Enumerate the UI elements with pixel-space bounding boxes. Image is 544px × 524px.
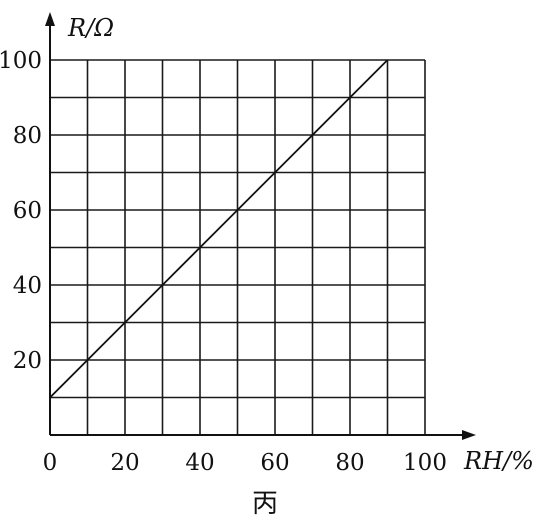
- y-axis-arrow: [45, 12, 55, 26]
- x-tick-label: 80: [335, 450, 364, 476]
- y-tick-label: 60: [13, 198, 42, 224]
- x-tick-labels: 0 20 40 60 80 100: [43, 450, 447, 476]
- x-tick-label: 100: [403, 450, 447, 476]
- x-axis-label: RH/%: [463, 447, 534, 475]
- figure-caption: 丙: [252, 489, 278, 519]
- x-axis-arrow: [462, 430, 476, 440]
- y-tick-label: 80: [13, 123, 42, 149]
- y-tick-labels: 20 40 60 80 100: [0, 48, 42, 374]
- series-group: [49, 59, 389, 399]
- y-axis-label: R/Ω: [67, 14, 114, 42]
- y-tick-label: 100: [0, 48, 42, 74]
- x-tick-label: 0: [43, 450, 58, 476]
- grid: [50, 59, 426, 435]
- series-line: [49, 59, 389, 399]
- y-tick-label: 40: [13, 273, 42, 299]
- x-tick-label: 20: [110, 450, 139, 476]
- axes: [45, 12, 476, 440]
- x-tick-label: 40: [185, 450, 214, 476]
- x-tick-label: 60: [260, 450, 289, 476]
- y-tick-label: 20: [13, 348, 42, 374]
